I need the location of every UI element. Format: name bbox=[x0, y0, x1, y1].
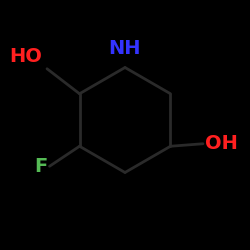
Text: NH: NH bbox=[109, 38, 141, 58]
Text: OH: OH bbox=[206, 134, 238, 153]
Text: HO: HO bbox=[9, 47, 42, 66]
Text: F: F bbox=[34, 157, 47, 176]
